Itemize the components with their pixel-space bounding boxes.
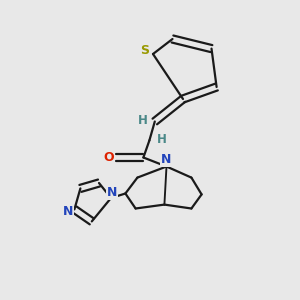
Text: H: H [138, 114, 148, 127]
Text: H: H [157, 133, 167, 146]
Text: O: O [103, 151, 114, 164]
Text: N: N [107, 185, 117, 199]
Text: N: N [161, 153, 172, 167]
Text: S: S [140, 44, 149, 57]
Text: N: N [63, 205, 73, 218]
